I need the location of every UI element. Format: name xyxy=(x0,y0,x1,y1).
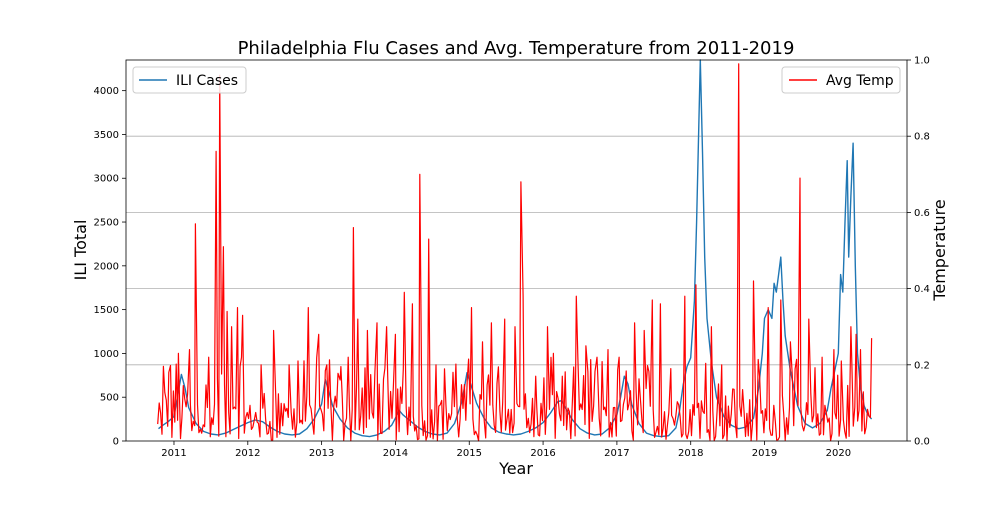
x-tick-label: 2018 xyxy=(678,448,703,459)
y-left-tick-label: 3000 xyxy=(94,174,119,185)
y-axis-left-label: ILI Total xyxy=(71,220,90,281)
legend-temp-box xyxy=(781,66,901,94)
y-left-tick-label: 4000 xyxy=(94,86,119,97)
y-left-tick-label: 0 xyxy=(113,437,119,448)
legend-ili-label: ILI Cases xyxy=(176,73,238,89)
x-axis: 2011 2012 2013 2014 2015 2016 2017 2018 2019 2020 xyxy=(161,441,851,459)
y-left-tick-label: 500 xyxy=(100,393,119,404)
series-line-avg-temp xyxy=(157,63,873,442)
y-axis-right: 0.0 0.2 0.4 0.6 0.8 1.0 xyxy=(907,56,930,448)
x-tick-label: 2014 xyxy=(383,448,408,459)
series-line-ili-cases xyxy=(158,59,873,438)
y-left-tick-label: 3500 xyxy=(94,130,119,141)
x-tick-label: 2013 xyxy=(309,448,334,459)
y-left-tick-label: 1000 xyxy=(94,349,119,360)
y-left-tick-label: 1500 xyxy=(94,305,119,316)
x-tick-label: 2020 xyxy=(826,448,851,459)
x-tick-label: 2012 xyxy=(235,448,260,459)
y-axis-left: 0 500 1000 1500 2000 2500 3000 3500 4000 xyxy=(94,86,126,448)
y-right-tick-label: 1.0 xyxy=(914,56,930,67)
x-tick-label: 2016 xyxy=(530,448,555,459)
x-tick-label: 2019 xyxy=(752,448,777,459)
x-axis-label: Year xyxy=(498,459,533,478)
chart-title: Philadelphia Flu Cases and Avg. Temperat… xyxy=(238,38,795,59)
x-tick-label: 2011 xyxy=(161,448,186,459)
x-tick-label: 2017 xyxy=(604,448,629,459)
y-right-tick-label: 0.6 xyxy=(914,208,930,219)
grid-layer xyxy=(126,135,907,366)
y-right-tick-label: 0.2 xyxy=(914,360,930,371)
y-left-tick-label: 2000 xyxy=(94,261,119,272)
x-tick-label: 2015 xyxy=(457,448,482,459)
legend-ili-box xyxy=(132,66,247,94)
y-axis-right-label: Temperature xyxy=(930,199,949,301)
series-layer xyxy=(157,59,873,442)
y-left-tick-label: 2500 xyxy=(94,218,119,229)
y-right-tick-label: 0.0 xyxy=(914,437,930,448)
legend-temp-label: Avg Temp xyxy=(826,73,894,89)
y-right-tick-label: 0.4 xyxy=(914,284,930,295)
legend-temp: Avg Temp xyxy=(781,66,901,94)
plot-frame xyxy=(125,59,908,442)
y-right-tick-label: 0.8 xyxy=(914,132,930,143)
legend-ili: ILI Cases xyxy=(132,66,247,94)
